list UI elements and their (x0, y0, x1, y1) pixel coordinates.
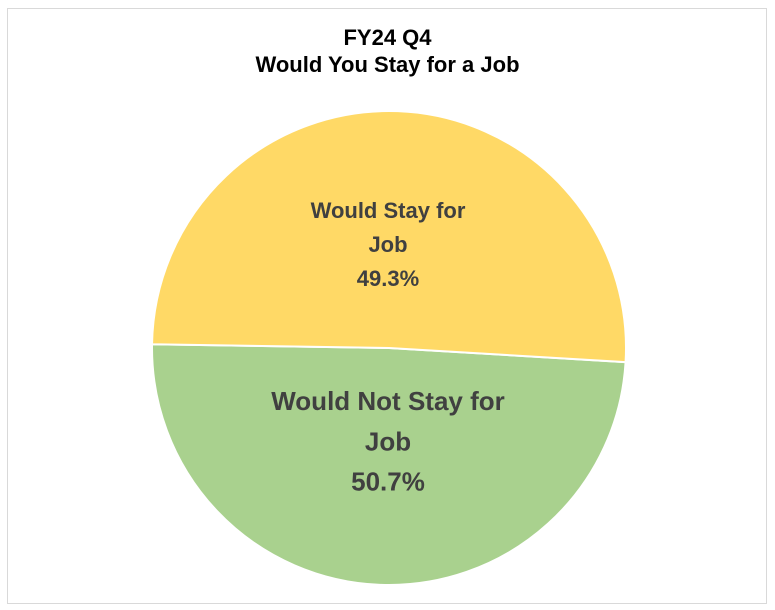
chart-title-line-1: FY24 Q4 (343, 25, 432, 50)
slice-value-label: 50.7% (351, 467, 425, 497)
pie-slice-1 (151, 110, 627, 364)
slice-value-label: 49.3% (357, 266, 419, 291)
chart-title-line-2: Would You Stay for a Job (255, 52, 520, 77)
slice-label-0: Would Stay for Job 49.3% (311, 198, 466, 291)
slice-category-label: Would Not Stay for (271, 386, 505, 416)
slice-category-label: Job (365, 426, 411, 456)
slice-category-label: Would Stay for (311, 198, 466, 223)
chart-title: FY24 Q4 Would You Stay for a Job (0, 24, 775, 78)
slice-category-label: Job (368, 232, 407, 257)
slice-label-1: Would Not Stay for Job 50.7% (271, 386, 505, 497)
pie-slice-0 (151, 343, 627, 586)
